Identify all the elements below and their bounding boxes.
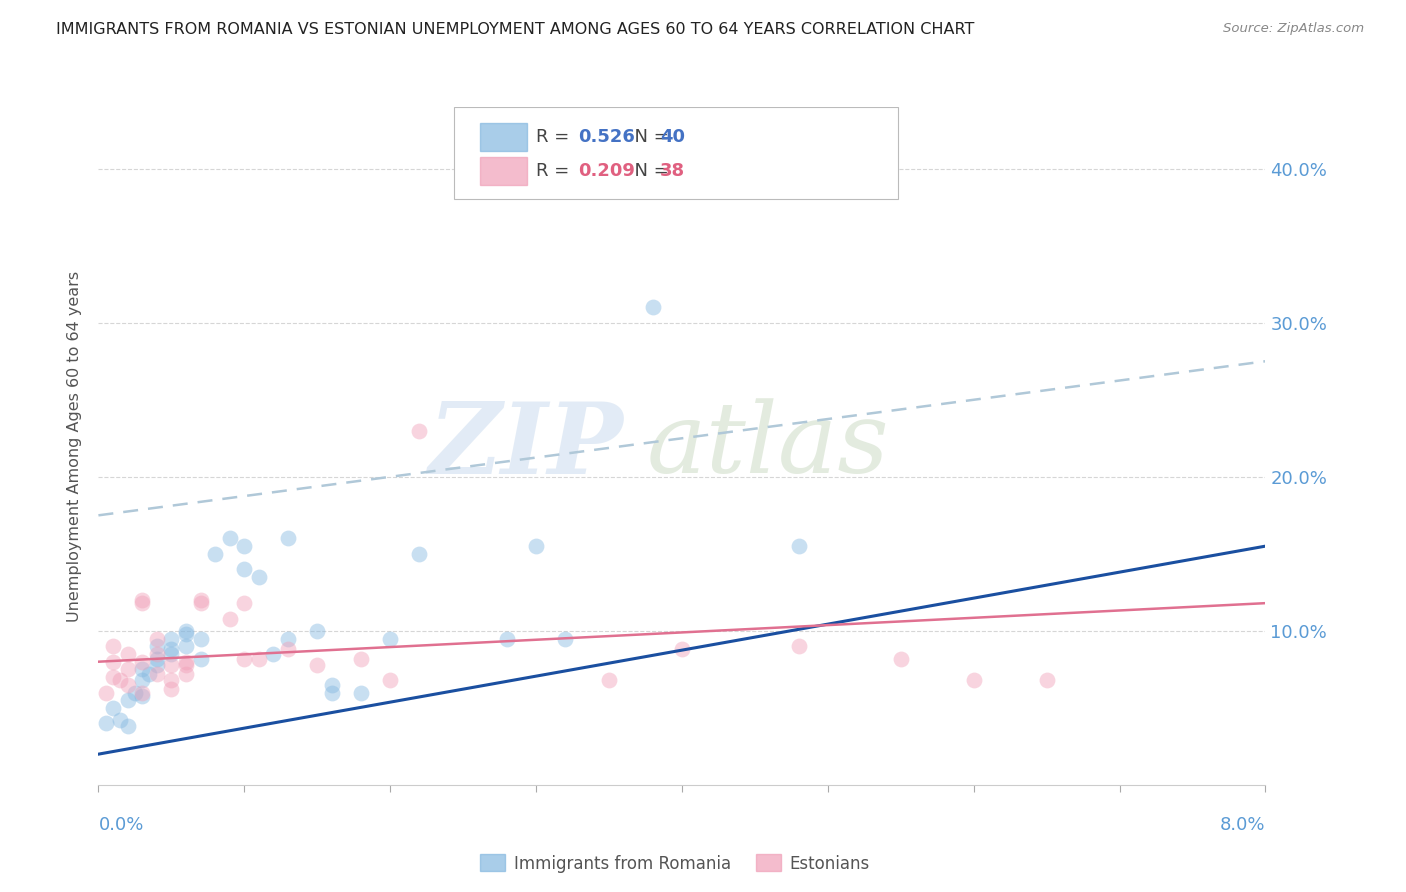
Point: [110, 673, 132, 688]
Point: [307, 657, 329, 672]
Text: IMMIGRANTS FROM ROMANIA VS ESTONIAN UNEMPLOYMENT AMONG AGES 60 TO 64 YEARS CORRE: IMMIGRANTS FROM ROMANIA VS ESTONIAN UNEM…: [56, 22, 974, 37]
Text: 0.526: 0.526: [578, 128, 636, 146]
Point: [131, 593, 153, 607]
Point: [262, 647, 284, 661]
Point: [190, 632, 212, 646]
Point: [146, 640, 169, 654]
Point: [146, 657, 169, 672]
Point: [408, 547, 430, 561]
Point: [174, 624, 197, 638]
Point: [131, 596, 153, 610]
Point: [160, 642, 183, 657]
Point: [160, 657, 183, 672]
Point: [233, 562, 256, 576]
Point: [174, 640, 197, 654]
Point: [117, 693, 139, 707]
Point: [146, 651, 169, 665]
Point: [138, 667, 160, 681]
Text: atlas: atlas: [647, 399, 890, 493]
Text: N =: N =: [623, 128, 675, 146]
Point: [380, 673, 402, 688]
Point: [174, 655, 197, 669]
Point: [233, 539, 256, 553]
Text: 38: 38: [659, 161, 685, 180]
Point: [233, 651, 256, 665]
Point: [247, 570, 270, 584]
Point: [380, 632, 402, 646]
Text: Source: ZipAtlas.com: Source: ZipAtlas.com: [1223, 22, 1364, 36]
Point: [496, 632, 519, 646]
Point: [131, 689, 153, 703]
Point: [190, 596, 212, 610]
Point: [554, 632, 576, 646]
Point: [101, 640, 124, 654]
Point: [124, 685, 146, 699]
Text: 8.0%: 8.0%: [1220, 816, 1265, 834]
Point: [307, 624, 329, 638]
Text: R =: R =: [536, 128, 575, 146]
Point: [190, 651, 212, 665]
Point: [101, 655, 124, 669]
Point: [321, 678, 343, 692]
Point: [598, 673, 620, 688]
Point: [1035, 673, 1057, 688]
Point: [94, 716, 117, 731]
Point: [117, 647, 139, 661]
Point: [787, 539, 810, 553]
Text: 0.0%: 0.0%: [98, 816, 143, 834]
Point: [218, 611, 240, 625]
Point: [190, 593, 212, 607]
Point: [174, 657, 197, 672]
Point: [101, 670, 124, 684]
Text: 0.209: 0.209: [578, 161, 636, 180]
Point: [174, 667, 197, 681]
Text: 40: 40: [659, 128, 685, 146]
Point: [160, 647, 183, 661]
Point: [101, 701, 124, 715]
Point: [524, 539, 547, 553]
Point: [146, 632, 169, 646]
Point: [131, 673, 153, 688]
Point: [247, 651, 270, 665]
Point: [110, 713, 132, 727]
Point: [146, 667, 169, 681]
FancyBboxPatch shape: [454, 107, 898, 199]
FancyBboxPatch shape: [479, 156, 527, 185]
Point: [321, 685, 343, 699]
Point: [174, 627, 197, 641]
Point: [160, 673, 183, 688]
Text: R =: R =: [536, 161, 575, 180]
Point: [277, 632, 299, 646]
Point: [350, 685, 373, 699]
Point: [408, 424, 430, 438]
Point: [117, 719, 139, 733]
Point: [218, 532, 240, 546]
Point: [131, 655, 153, 669]
Point: [671, 642, 693, 657]
Point: [233, 596, 256, 610]
Point: [350, 651, 373, 665]
Point: [890, 651, 912, 665]
Legend: Immigrants from Romania, Estonians: Immigrants from Romania, Estonians: [474, 847, 876, 880]
Point: [117, 678, 139, 692]
Point: [117, 662, 139, 676]
Y-axis label: Unemployment Among Ages 60 to 64 years: Unemployment Among Ages 60 to 64 years: [67, 270, 83, 622]
Point: [204, 547, 226, 561]
Point: [131, 685, 153, 699]
Point: [94, 685, 117, 699]
Point: [962, 673, 984, 688]
Point: [787, 640, 810, 654]
Text: N =: N =: [623, 161, 675, 180]
Point: [641, 301, 664, 315]
Point: [277, 532, 299, 546]
Point: [131, 662, 153, 676]
Text: ZIP: ZIP: [429, 398, 624, 494]
Point: [146, 647, 169, 661]
Point: [277, 642, 299, 657]
Point: [160, 632, 183, 646]
FancyBboxPatch shape: [479, 122, 527, 151]
Point: [160, 682, 183, 697]
